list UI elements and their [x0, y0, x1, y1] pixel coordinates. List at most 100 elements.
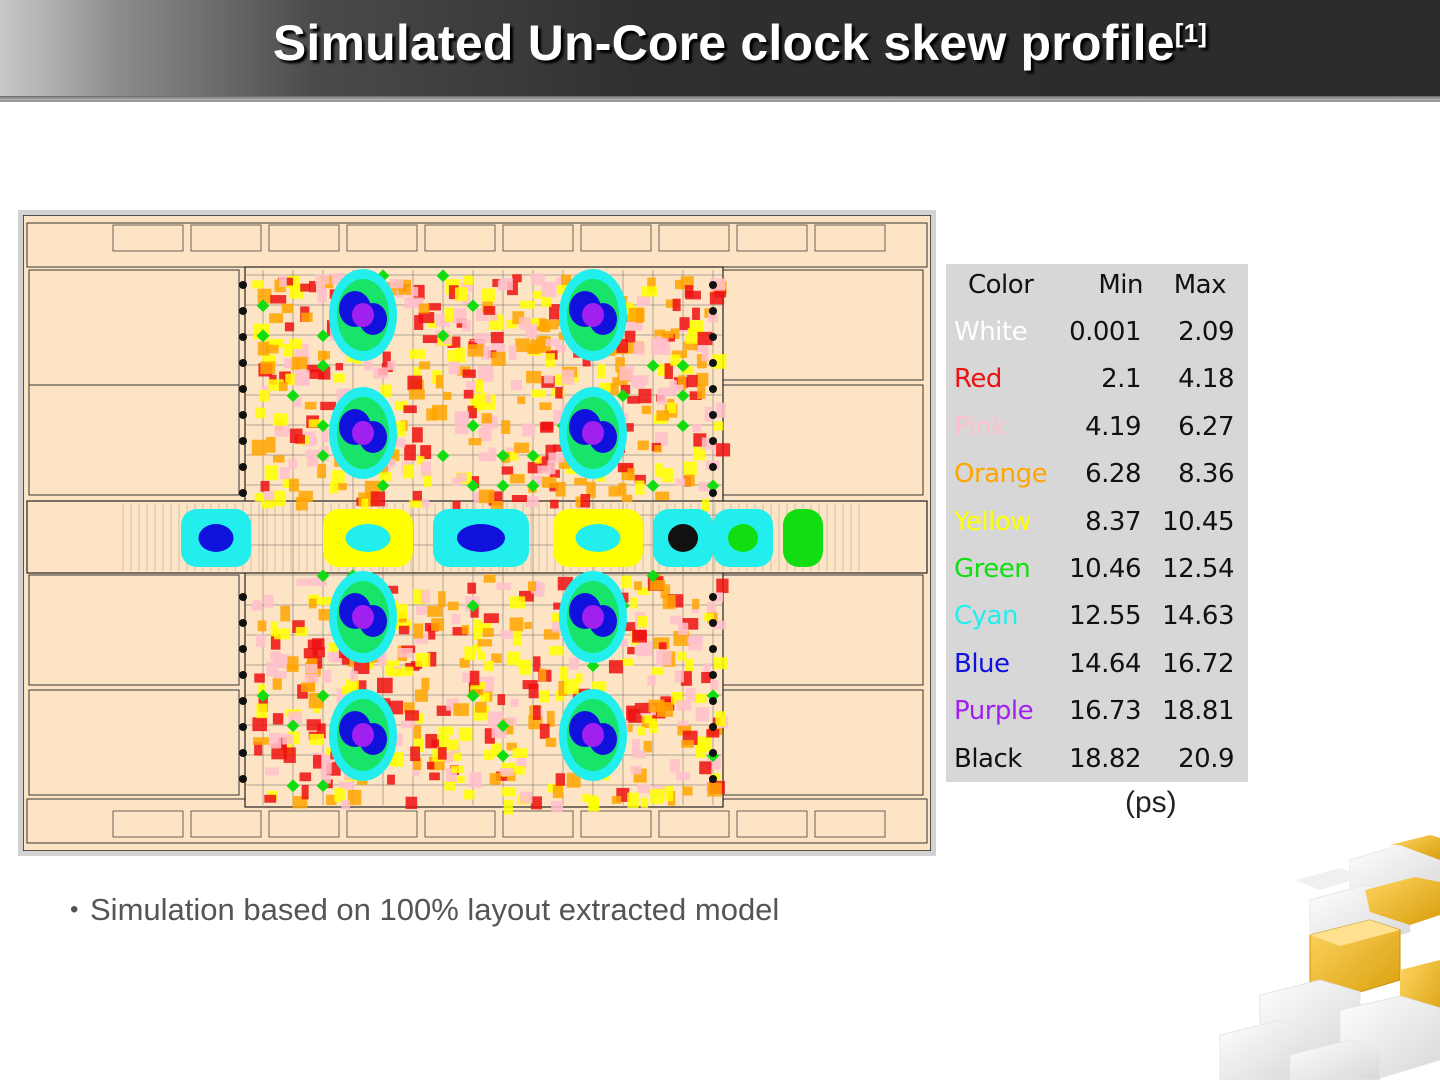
io-block [502, 224, 574, 252]
skew-speckle [361, 498, 369, 512]
skew-speckle [627, 792, 639, 808]
skew-speckle [545, 737, 557, 747]
skew-speckle [483, 574, 496, 583]
skew-speckle [455, 287, 468, 301]
skew-speckle [651, 338, 667, 355]
legend-color-name: Orange [954, 459, 1048, 490]
skew-speckle [630, 765, 642, 775]
legend-min-value: 4.19 [1085, 411, 1141, 442]
skew-speckle [388, 668, 404, 677]
skew-speckle [624, 723, 633, 732]
io-block [424, 224, 496, 252]
skew-speckle [551, 612, 563, 622]
io-block [736, 810, 808, 838]
skew-speckle [356, 680, 367, 693]
skew-speckle [475, 701, 487, 713]
skew-speckle [637, 587, 650, 596]
edge-marker [239, 437, 247, 445]
skew-speckle [464, 646, 476, 661]
skew-speckle [633, 342, 645, 355]
skew-speckle [674, 670, 684, 683]
skew-node [496, 749, 510, 763]
skew-node [316, 569, 330, 583]
decorative-cubes-graphic [1219, 835, 1440, 1080]
skew-speckle [260, 361, 276, 374]
skew-speckle [420, 589, 431, 604]
skew-node [466, 599, 480, 613]
legend-color-name: Black [954, 743, 1022, 774]
skew-speckle [401, 720, 417, 729]
skew-speckle [687, 374, 698, 388]
skew-speckle [478, 452, 492, 462]
skew-speckle [713, 421, 724, 431]
skew-speckle [398, 647, 413, 658]
skew-speckle [545, 444, 556, 460]
skew-node [466, 419, 480, 433]
skew-speckle [462, 320, 472, 332]
io-block [736, 224, 808, 252]
skew-speckle [566, 772, 581, 788]
skew-speckle [692, 598, 700, 610]
legend-color-name: White [954, 317, 1028, 347]
skew-speckle [527, 581, 536, 591]
skew-speckle [501, 466, 514, 475]
skew-speckle [497, 694, 506, 706]
edge-marker [709, 281, 717, 289]
skew-speckle [398, 625, 410, 635]
skew-speckle [694, 339, 709, 352]
skew-speckle [408, 297, 424, 308]
skew-speckle [679, 317, 690, 330]
skew-speckle [257, 288, 272, 304]
skew-speckle [619, 366, 634, 381]
skew-speckle [655, 491, 670, 501]
skew-speckle [641, 405, 652, 415]
skew-speckle [620, 384, 631, 395]
skew-speckle [413, 284, 425, 300]
skew-speckle [580, 494, 591, 508]
skew-speckle [706, 601, 717, 618]
skew-speckle [533, 656, 541, 672]
skew-speckle [517, 396, 526, 404]
skew-speckle [664, 786, 674, 802]
skew-speckle [597, 364, 606, 379]
skew-speckle [661, 330, 674, 339]
skew-speckle [329, 482, 339, 494]
io-block [112, 810, 184, 838]
skew-speckle [447, 350, 460, 362]
skew-speckle [510, 380, 523, 391]
skew-speckle [347, 789, 362, 806]
skew-speckle [304, 673, 319, 684]
hotspot-peak [582, 605, 604, 629]
edge-marker [239, 593, 247, 601]
skew-speckle [303, 648, 319, 659]
skew-speckle [376, 677, 393, 694]
skew-speckle [308, 419, 321, 428]
skew-speckle [257, 341, 270, 356]
skew-speckle [632, 630, 647, 643]
skew-speckle [301, 312, 313, 322]
skew-speckle [499, 768, 515, 776]
skew-speckle [478, 489, 495, 504]
skew-speckle [497, 280, 506, 291]
clock-skew-map [18, 210, 936, 856]
edge-marker [709, 749, 717, 757]
skew-speckle [621, 575, 633, 589]
legend-color-name: Cyan [954, 601, 1018, 632]
skew-speckle [319, 753, 334, 763]
skew-speckle [467, 344, 484, 357]
skew-speckle [438, 591, 446, 608]
hotspot-peak [352, 723, 374, 747]
skew-speckle [662, 468, 673, 483]
legend-row: Purple 16.73 18.81 [946, 696, 1248, 743]
skew-speckle [326, 794, 337, 805]
skew-speckle [421, 677, 430, 691]
skew-speckle [473, 628, 483, 640]
skew-speckle [531, 475, 540, 488]
skew-speckle [463, 789, 475, 800]
skew-node [316, 779, 330, 793]
io-block [424, 810, 496, 838]
skew-speckle [628, 307, 645, 322]
skew-speckle [560, 666, 569, 681]
edge-marker [709, 645, 717, 653]
band-hotspot-core [728, 524, 758, 552]
